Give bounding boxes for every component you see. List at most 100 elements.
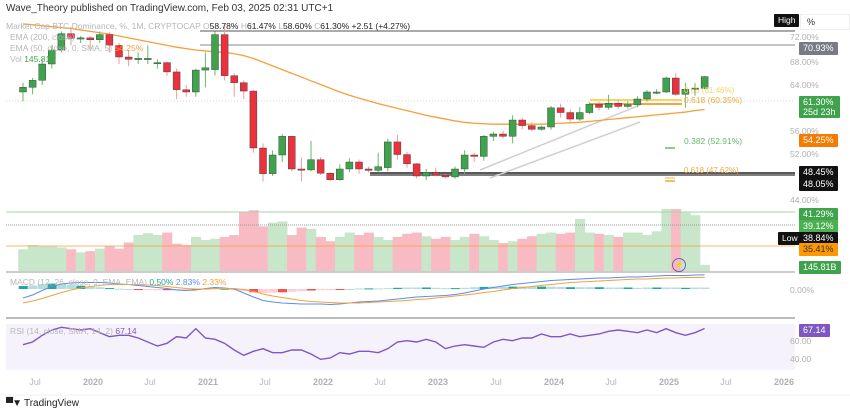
candle [67, 26, 75, 46]
candle-body [451, 168, 459, 178]
candle-body [172, 71, 181, 90]
macd-histogram-bar [325, 289, 335, 291]
candle-body [585, 103, 594, 113]
volume-bar [143, 233, 154, 271]
macd-histogram-bar [498, 286, 508, 289]
candle-body [144, 58, 152, 60]
macd-histogram-bar [306, 289, 316, 291]
candle-body [681, 88, 690, 95]
macd-histogram-bar [364, 288, 374, 290]
candle [364, 166, 373, 173]
volume-bar [440, 236, 451, 271]
fib-label: 0.65 (61.46%) [684, 86, 735, 95]
candle [278, 134, 286, 162]
candle [384, 138, 392, 172]
change-value: +2.51 (+4.27%) [351, 21, 411, 31]
volume-bar [565, 232, 576, 271]
x-axis-label: Jul [374, 377, 386, 387]
unit-selector[interactable]: % [800, 14, 850, 30]
candle [230, 73, 238, 97]
level-tag: 48.05% [799, 178, 838, 191]
macd-histogram-bar [18, 286, 28, 289]
candle-body [422, 172, 430, 177]
x-axis-label: Jul [720, 377, 732, 387]
volume-bar [661, 209, 672, 271]
macd-histogram-bar [594, 287, 604, 289]
candle-body [345, 161, 354, 170]
volume-bar [594, 233, 605, 271]
volume-bar [498, 243, 509, 271]
candle [259, 143, 267, 182]
fib-label: 0.618 (60.35%) [684, 95, 743, 105]
price-label: 72.00% [790, 32, 819, 42]
candle [105, 32, 114, 53]
volume-bar [162, 232, 173, 271]
candle [240, 80, 248, 99]
low-price-tag: 38.84% [799, 232, 838, 245]
volume-legend: Vol 145.81B [10, 54, 56, 64]
ema50-line [22, 23, 705, 125]
volume-bar [47, 246, 58, 271]
candle-body [163, 62, 171, 73]
macd-histogram-bar [268, 289, 278, 293]
price-label: 52.00% [790, 149, 819, 159]
candle [288, 135, 296, 172]
fib-label: 0.618 (47.62%) [684, 166, 739, 175]
candle-body [307, 159, 315, 171]
candle-body [624, 104, 632, 107]
candle [76, 36, 85, 43]
candle-body [480, 136, 488, 157]
macd-histogram-bar [527, 286, 537, 289]
rsi-value-tag: 67.14 [799, 324, 830, 337]
candle [614, 99, 622, 109]
volume-bar [488, 240, 499, 271]
candle [336, 164, 344, 181]
macd-histogram-bar [114, 288, 124, 290]
volume-bar [450, 240, 461, 271]
ema-line [22, 23, 705, 125]
candle [451, 166, 459, 179]
volume-bar [699, 264, 710, 271]
ema50-legend: EMA (50, close, 0, SMA, 5) 54.25% [10, 43, 143, 53]
candle-body [556, 107, 565, 113]
candle-body [528, 125, 536, 130]
candle-body [547, 107, 555, 128]
candle [432, 167, 440, 177]
volume-bar [584, 232, 595, 271]
candle-body [336, 168, 344, 180]
volume-bar [152, 235, 163, 271]
volume-bar [114, 248, 125, 271]
candle-body [220, 34, 229, 76]
macd-histogram-bar [479, 286, 489, 289]
candle [124, 50, 133, 67]
candle [470, 152, 478, 162]
candle [595, 101, 603, 111]
rsi-line [22, 326, 705, 361]
open-value: 58.78% [209, 21, 239, 31]
candle [672, 73, 680, 96]
macd-histogram-bar [181, 289, 191, 291]
candle [182, 85, 190, 97]
volume-bar [248, 210, 259, 271]
macd-histogram-bar [335, 289, 345, 290]
candle [297, 157, 306, 182]
volume-bar [56, 247, 67, 271]
volume-bar [651, 231, 662, 271]
level-tag: 48.45% [799, 166, 838, 179]
close-label: C [314, 21, 321, 31]
channel-line [489, 121, 641, 179]
lightning-icon[interactable]: ⚡ [672, 258, 686, 272]
macd-histogram-bar [76, 285, 86, 289]
rsi-label: RSI (14, close, SMA, 14, 2) [10, 326, 113, 336]
macd-histogram-bar [508, 286, 518, 289]
macd-histogram-bar [642, 287, 652, 289]
tradingview-logo[interactable]: ▀▼ TradingView [6, 398, 79, 409]
macd-histogram-bar [162, 289, 172, 291]
candle-body [403, 154, 411, 165]
symbol-legend: Market Cap BTC Dominance, %, 1M, CRYPTOC… [6, 21, 410, 31]
candle-body [259, 147, 267, 174]
publisher-info: Wave_Theory published on TradingView.com… [6, 3, 334, 14]
volume-bar [258, 226, 269, 271]
macd-histogram-bar [258, 289, 268, 293]
